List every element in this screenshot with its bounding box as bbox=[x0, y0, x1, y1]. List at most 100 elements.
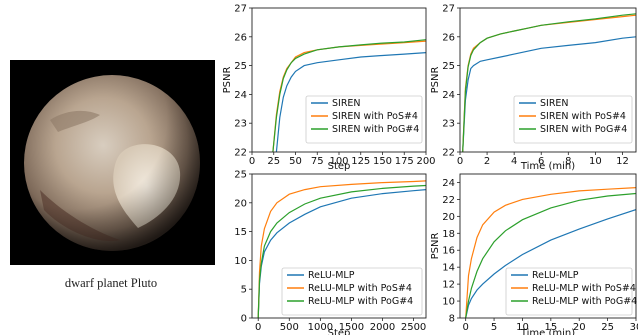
legend-box bbox=[305, 95, 423, 144]
x-tick-label: 0 bbox=[462, 322, 468, 333]
legend-label: SIREN with PoG#4 bbox=[332, 124, 419, 135]
x-tick-label: 75 bbox=[311, 156, 324, 167]
figure-caption: dwarf planet Pluto bbox=[64, 276, 158, 290]
legend-label: ReLU-MLP bbox=[308, 270, 355, 281]
x-tick-label: 8 bbox=[565, 156, 571, 167]
chart-top-right-psnr-vs-time: 22 23 24 25 26 27 0 2 4 6 8 10 12 Time (min) PSNR SIREN… bbox=[430, 0, 638, 172]
y-tick-label: 5 bbox=[241, 285, 247, 296]
y-tick-label: 23 bbox=[442, 119, 455, 130]
y-tick-label: 26 bbox=[234, 32, 247, 43]
series-line-siren-with-pog-4 bbox=[272, 39, 426, 152]
y-tick-label: 8 bbox=[449, 314, 455, 325]
x-tick-label: 500 bbox=[280, 322, 299, 333]
legend-label: SIREN bbox=[332, 98, 361, 109]
chart-svg: 0 5 10 15 20 25 0 500 1000 1500 2000 2500 Step ReLU-M… bbox=[234, 170, 427, 335]
y-tick-label: 0 bbox=[241, 314, 247, 325]
x-tick-label: 0 bbox=[249, 156, 255, 167]
y-tick-label: 16 bbox=[442, 246, 455, 257]
pluto-figure: dwarf planet Pluto bbox=[0, 0, 222, 335]
y-tick-label: 24 bbox=[442, 178, 455, 189]
x-tick-label: 150 bbox=[373, 156, 392, 167]
y-tick-label: 20 bbox=[234, 198, 247, 209]
y-tick-label: 18 bbox=[442, 229, 455, 240]
series-line-relu-mlp bbox=[465, 209, 636, 318]
y-tick-label: 22 bbox=[442, 195, 455, 206]
y-axis-title: PSNR bbox=[222, 67, 233, 94]
x-tick-label: 25 bbox=[601, 322, 614, 333]
pluto-planet-icon bbox=[10, 60, 215, 265]
x-tick-label: 4 bbox=[511, 156, 517, 167]
y-axis-title: PSNR bbox=[430, 233, 441, 260]
x-tick-label: 12 bbox=[616, 156, 629, 167]
series-line-relu-mlp-with-pos-4 bbox=[257, 180, 426, 318]
legend-label: SIREN with PoS#4 bbox=[332, 111, 418, 122]
x-axis-title: Time (min) bbox=[520, 328, 575, 335]
series-line-siren-with-pog-4 bbox=[462, 13, 636, 152]
x-tick-label: 0 bbox=[457, 156, 463, 167]
x-axis-title: Time (min) bbox=[520, 161, 575, 172]
y-tick-label: 14 bbox=[442, 263, 455, 274]
x-tick-label: 30 bbox=[630, 322, 638, 333]
chart-svg: 22 23 24 25 26 27 0 25 50 75 100 125 150 175 200 Step PS… bbox=[222, 4, 436, 173]
series-line-siren bbox=[462, 36, 636, 152]
y-tick-label: 22 bbox=[234, 148, 247, 159]
y-tick-label: 10 bbox=[442, 297, 455, 308]
series-line-relu-mlp-with-pos-4 bbox=[465, 187, 636, 318]
legend-label: ReLU-MLP with PoG#4 bbox=[532, 296, 637, 307]
x-tick-label: 10 bbox=[516, 322, 529, 333]
legend-label: SIREN bbox=[540, 98, 569, 109]
x-axis-title: Step bbox=[328, 328, 351, 335]
legend-label: ReLU-MLP with PoS#4 bbox=[532, 283, 636, 294]
y-tick-label: 25 bbox=[442, 61, 455, 72]
x-tick-label: 125 bbox=[351, 156, 370, 167]
series-line-relu-mlp-with-pog-4 bbox=[257, 184, 426, 318]
chart-svg: 8 10 12 14 16 18 20 22 24 0 5 10 15 20 25 30 Time (min) P… bbox=[430, 173, 638, 335]
y-tick-label: 24 bbox=[442, 90, 455, 101]
x-tick-label: 175 bbox=[395, 156, 414, 167]
chart-top-left-psnr-vs-step: 22 23 24 25 26 27 0 25 50 75 100 125 150 175 200 Step PS… bbox=[222, 0, 436, 173]
x-tick-label: 10 bbox=[589, 156, 602, 167]
y-tick-label: 25 bbox=[234, 61, 247, 72]
x-tick-label: 5 bbox=[491, 322, 497, 333]
y-tick-label: 20 bbox=[442, 212, 455, 223]
y-tick-label: 15 bbox=[234, 227, 247, 238]
legend-label: ReLU-MLP with PoS#4 bbox=[308, 283, 412, 294]
y-tick-label: 25 bbox=[234, 170, 247, 181]
x-tick-label: 2500 bbox=[401, 322, 426, 333]
axes-frame bbox=[251, 173, 427, 319]
legend-box bbox=[505, 267, 633, 316]
x-tick-label: 6 bbox=[538, 156, 544, 167]
x-tick-label: 100 bbox=[329, 156, 348, 167]
legend-box bbox=[513, 95, 633, 144]
y-tick-label: 24 bbox=[234, 90, 247, 101]
chart-bottom-right-psnr-vs-time: 8 10 12 14 16 18 20 22 24 0 5 10 15 20 25 30 Time (min) P… bbox=[430, 168, 638, 335]
x-tick-label: 0 bbox=[255, 322, 261, 333]
y-tick-label: 10 bbox=[234, 256, 247, 267]
y-tick-label: 22 bbox=[442, 148, 455, 159]
y-axis-title: PSNR bbox=[430, 67, 441, 94]
x-axis-title: Step bbox=[328, 161, 351, 172]
x-tick-label: 200 bbox=[416, 156, 435, 167]
x-tick-label: 2000 bbox=[370, 322, 395, 333]
y-tick-label: 27 bbox=[234, 4, 247, 15]
x-tick-label: 15 bbox=[544, 322, 557, 333]
legend-label: ReLU-MLP bbox=[532, 270, 579, 281]
x-tick-label: 50 bbox=[289, 156, 302, 167]
x-tick-label: 1000 bbox=[308, 322, 333, 333]
legend-box bbox=[281, 267, 423, 316]
legend-label: SIREN with PoG#4 bbox=[540, 124, 627, 135]
y-tick-label: 12 bbox=[442, 280, 455, 291]
x-tick-label: 2 bbox=[484, 156, 490, 167]
x-tick-label: 1500 bbox=[339, 322, 364, 333]
chart-bottom-left-psnr-vs-step: 0 5 10 15 20 25 0 500 1000 1500 2000 2500 Step ReLU-M… bbox=[222, 168, 430, 335]
series-line-relu-mlp-with-pog-4 bbox=[465, 192, 636, 318]
axes-frame bbox=[459, 173, 637, 319]
legend-label: ReLU-MLP with PoG#4 bbox=[308, 296, 413, 307]
legend-label: SIREN with PoS#4 bbox=[540, 111, 626, 122]
x-tick-label: 25 bbox=[267, 156, 280, 167]
y-tick-label: 27 bbox=[442, 4, 455, 15]
series-line-siren bbox=[275, 52, 426, 152]
y-tick-label: 23 bbox=[234, 119, 247, 130]
x-tick-label: 20 bbox=[573, 322, 586, 333]
